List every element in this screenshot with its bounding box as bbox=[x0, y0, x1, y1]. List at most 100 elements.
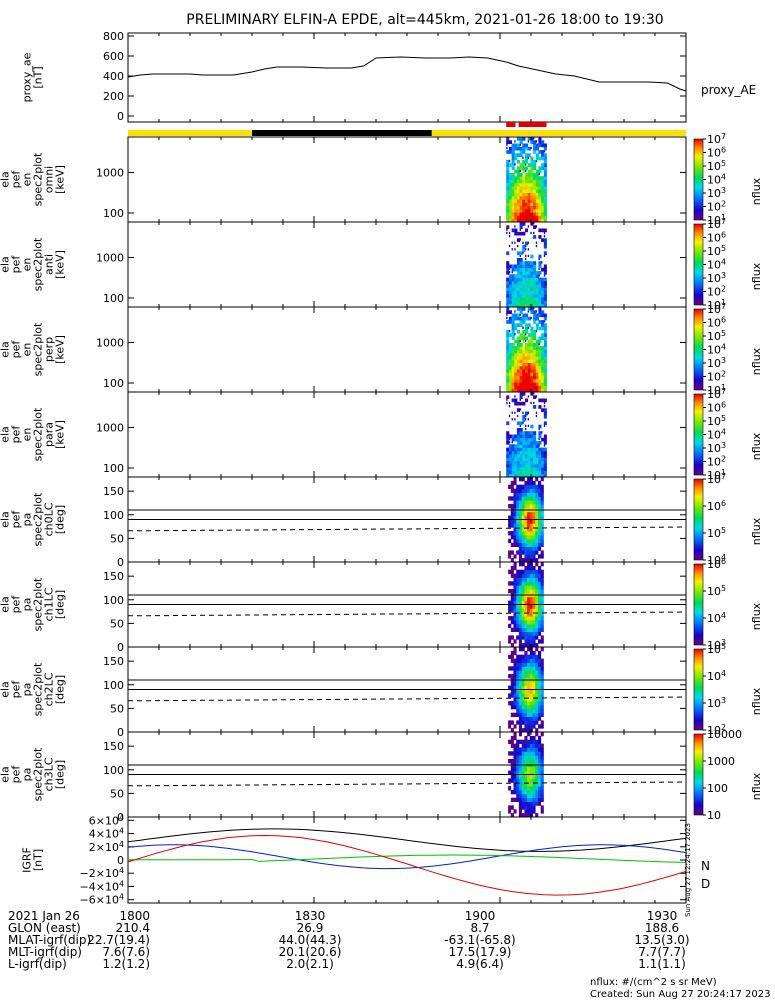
heatmap-cell bbox=[530, 186, 534, 190]
heatmap-cell bbox=[527, 531, 531, 536]
heatmap-cell bbox=[538, 280, 542, 285]
heatmap-cell bbox=[519, 150, 523, 154]
heatmap-cell bbox=[538, 257, 540, 261]
footer-cell: 20.1(20.6) bbox=[279, 945, 342, 959]
heatmap-cell bbox=[521, 519, 525, 524]
heatmap-cell bbox=[543, 398, 547, 403]
heatmap-cell bbox=[538, 511, 542, 517]
heatmap-cell bbox=[506, 320, 510, 324]
heatmap-cell bbox=[530, 300, 534, 305]
footer-row-label: 2021 Jan 26 bbox=[8, 909, 80, 923]
heatmap-cell bbox=[535, 492, 539, 497]
heatmap-cell bbox=[522, 388, 526, 393]
heatmap-cell bbox=[538, 405, 542, 409]
heatmap-cell bbox=[525, 290, 529, 295]
heatmap-cell bbox=[514, 208, 518, 213]
heatmap-cell bbox=[519, 316, 523, 321]
heatmap-cell bbox=[538, 662, 542, 667]
heatmap-cell bbox=[538, 488, 542, 493]
heatmap-cell bbox=[524, 751, 528, 756]
heatmap-cell bbox=[516, 339, 520, 344]
heatmap-cell bbox=[506, 179, 510, 184]
heatmap-cell bbox=[522, 248, 526, 252]
heatmap-cell bbox=[521, 708, 525, 714]
heatmap-cell bbox=[527, 444, 531, 448]
heatmap-cell bbox=[527, 307, 531, 311]
heatmap-cell bbox=[519, 137, 523, 141]
heatmap-cell bbox=[522, 418, 526, 422]
heatmap-cell bbox=[516, 585, 520, 590]
heatmap-cell bbox=[514, 277, 518, 282]
heatmap-cell bbox=[511, 274, 515, 278]
heatmap-cell bbox=[541, 349, 545, 354]
heatmap-cell bbox=[538, 290, 542, 295]
heatmap-cell bbox=[508, 320, 512, 324]
heatmap-cell bbox=[516, 697, 520, 702]
ytick-label: −4×104 bbox=[80, 879, 124, 893]
heatmap-cell bbox=[511, 388, 515, 393]
heatmap-cell bbox=[527, 212, 531, 216]
heatmap-cell bbox=[543, 251, 547, 256]
heatmap-cell bbox=[513, 786, 517, 791]
heatmap-cell bbox=[511, 369, 515, 373]
heatmap-cell bbox=[514, 274, 518, 278]
heatmap-cell bbox=[535, 488, 539, 493]
heatmap-cell bbox=[522, 467, 526, 471]
heatmap-cell bbox=[506, 163, 510, 167]
heatmap-cell bbox=[538, 228, 542, 233]
heatmap-cell bbox=[518, 689, 522, 694]
ytick-label: 150 bbox=[103, 485, 124, 498]
heatmap-cell bbox=[541, 208, 545, 213]
footer-cell: 4.9(6.4) bbox=[456, 957, 504, 971]
heatmap-cell bbox=[543, 385, 547, 390]
heatmap-cell bbox=[538, 565, 542, 571]
heatmap-cell bbox=[533, 333, 537, 337]
colorbar bbox=[693, 308, 704, 391]
heatmap-cell bbox=[511, 460, 515, 465]
heatmap-cell bbox=[540, 542, 544, 547]
heatmap-cell bbox=[522, 146, 526, 151]
heatmap-cell bbox=[521, 631, 525, 636]
heatmap-cell bbox=[540, 496, 544, 501]
heatmap-cell bbox=[530, 156, 534, 161]
heatmap-cell bbox=[511, 352, 515, 357]
heatmap-cell bbox=[525, 418, 527, 421]
heatmap-cell bbox=[527, 774, 531, 779]
heatmap-cell bbox=[516, 414, 519, 418]
heatmap-cell bbox=[540, 608, 544, 613]
heatmap-cell bbox=[530, 205, 534, 210]
heatmap-cell bbox=[530, 346, 534, 350]
heatmap-cell bbox=[540, 581, 544, 586]
heatmap-cell bbox=[524, 681, 528, 687]
heatmap-cell bbox=[538, 500, 542, 505]
ytick-label: 0 bbox=[117, 556, 124, 569]
heatmap-cell bbox=[533, 287, 537, 292]
heatmap-cell bbox=[535, 558, 539, 563]
heatmap-cell bbox=[527, 604, 531, 609]
ylabel-line: ch2LC bbox=[43, 672, 56, 706]
heatmap-cell bbox=[543, 378, 547, 383]
heatmap-cell bbox=[513, 577, 517, 582]
heatmap-cell bbox=[508, 176, 512, 180]
heatmap-cell bbox=[511, 297, 515, 301]
heatmap-cell bbox=[535, 192, 539, 197]
heatmap-cell bbox=[532, 770, 536, 775]
heatmap-cell bbox=[538, 444, 540, 447]
heatmap-cell bbox=[516, 460, 520, 465]
heatmap-cell bbox=[524, 774, 528, 779]
heatmap-cell bbox=[506, 431, 510, 435]
colorbar bbox=[693, 138, 704, 221]
heatmap-cell bbox=[533, 150, 537, 154]
heatmap-cell bbox=[511, 208, 515, 213]
heatmap-cell bbox=[516, 356, 520, 360]
heatmap-cell bbox=[508, 329, 511, 333]
heatmap-cell bbox=[513, 500, 517, 505]
heatmap-cell bbox=[541, 290, 545, 295]
igrf-blue-line bbox=[127, 844, 687, 870]
heatmap-cell bbox=[543, 333, 547, 337]
heatmap-cell bbox=[510, 705, 514, 710]
heatmap-cell bbox=[519, 352, 523, 357]
heatmap-cell bbox=[532, 604, 536, 609]
heatmap-cell bbox=[538, 492, 542, 497]
